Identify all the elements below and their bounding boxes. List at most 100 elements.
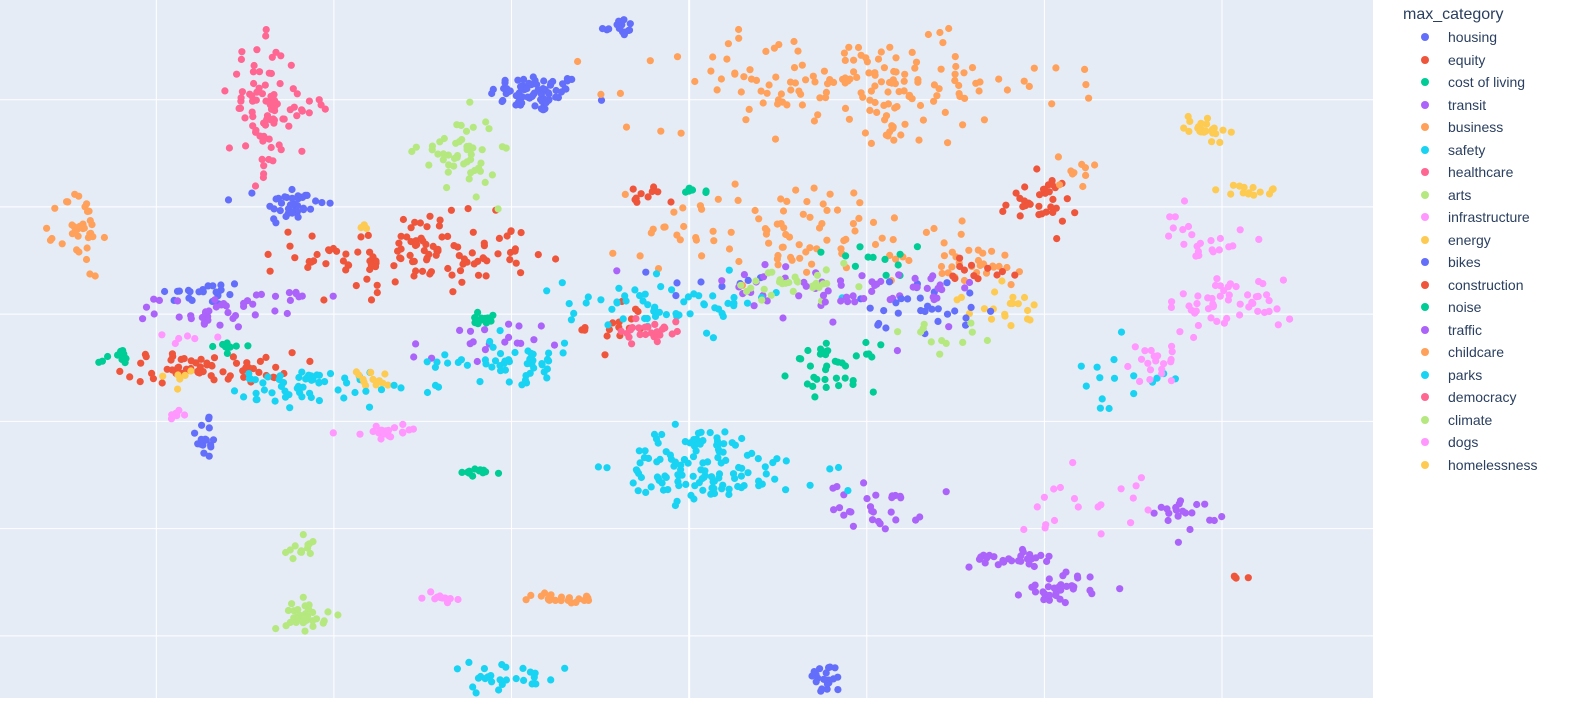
data-point [738, 434, 746, 443]
data-point [1110, 356, 1118, 364]
data-point [951, 274, 959, 283]
legend-item-childcare[interactable]: childcare [1403, 341, 1579, 364]
data-point [1180, 124, 1188, 132]
series-noise [817, 243, 922, 280]
legend-item-homelessness[interactable]: homelessness [1403, 454, 1579, 477]
data-point [901, 120, 909, 128]
data-point [734, 196, 742, 204]
series-cost-of-living [95, 184, 885, 480]
data-point [236, 104, 245, 112]
legend-item-arts[interactable]: arts [1403, 184, 1579, 207]
data-point [367, 296, 376, 304]
data-point [443, 184, 451, 192]
data-point [718, 277, 726, 285]
scatter-plot[interactable] [0, 0, 1373, 698]
legend-item-cost-of-living[interactable]: cost of living [1403, 71, 1579, 94]
data-point [494, 205, 502, 213]
data-point [608, 305, 616, 313]
data-point [1048, 180, 1056, 189]
data-point [1166, 213, 1174, 221]
data-point [466, 98, 474, 106]
data-point [1137, 355, 1146, 363]
data-point [995, 75, 1003, 83]
data-point [796, 254, 804, 262]
data-point [877, 78, 886, 86]
legend-item-equity[interactable]: equity [1403, 49, 1579, 72]
data-point [158, 331, 166, 339]
data-point [291, 542, 299, 550]
legend-label: bikes [1448, 254, 1481, 271]
data-point [204, 282, 212, 290]
data-point [1160, 360, 1168, 368]
data-point [384, 426, 393, 434]
data-point [911, 64, 919, 72]
data-point [701, 467, 709, 475]
data-point [1032, 554, 1040, 562]
data-point [1074, 503, 1082, 511]
data-point [373, 289, 381, 297]
data-point [628, 324, 637, 332]
data-point [850, 56, 858, 64]
legend-item-traffic[interactable]: traffic [1403, 319, 1579, 342]
plot-area[interactable] [0, 0, 1373, 698]
data-point [1061, 599, 1069, 607]
data-point [1169, 224, 1177, 232]
data-point [530, 673, 538, 681]
data-point [744, 469, 752, 477]
data-point [83, 244, 91, 252]
data-point [252, 389, 260, 397]
legend-item-transit[interactable]: transit [1403, 94, 1579, 117]
legend-item-parks[interactable]: parks [1403, 364, 1579, 387]
data-point [181, 411, 189, 419]
data-point [1132, 482, 1140, 490]
data-point [868, 507, 876, 515]
data-point [999, 207, 1007, 215]
data-point [620, 16, 628, 24]
data-point [1158, 370, 1166, 378]
legend-item-climate[interactable]: climate [1403, 409, 1579, 432]
data-point [1232, 283, 1240, 291]
data-point [632, 315, 640, 323]
data-point [983, 554, 991, 562]
data-point [541, 589, 549, 597]
legend-item-healthcare[interactable]: healthcare [1403, 161, 1579, 184]
data-point [845, 115, 854, 123]
data-point [719, 448, 727, 456]
data-point [952, 62, 960, 71]
data-point [564, 596, 572, 605]
legend-item-bikes[interactable]: bikes [1403, 251, 1579, 274]
data-point [293, 90, 301, 98]
legend-item-democracy[interactable]: democracy [1403, 386, 1579, 409]
legend-marker-icon [1421, 280, 1429, 289]
data-point [951, 307, 959, 315]
data-point [1069, 459, 1077, 467]
data-point [1229, 181, 1237, 189]
data-point [806, 213, 814, 221]
data-point [597, 96, 606, 104]
legend-item-safety[interactable]: safety [1403, 139, 1579, 162]
data-point [1186, 525, 1194, 534]
legend-item-business[interactable]: business [1403, 116, 1579, 139]
data-point [433, 358, 441, 366]
data-point [1263, 291, 1271, 299]
legend-item-construction[interactable]: construction [1403, 274, 1579, 297]
data-point [436, 216, 444, 224]
data-point [832, 374, 841, 382]
legend-item-dogs[interactable]: dogs [1403, 431, 1579, 454]
data-point [829, 318, 837, 326]
data-point [570, 309, 578, 317]
legend-item-energy[interactable]: energy [1403, 229, 1579, 252]
data-point [1176, 328, 1184, 336]
data-point [1063, 582, 1071, 591]
data-point [269, 93, 277, 101]
data-point [892, 299, 900, 307]
legend-item-infrastructure[interactable]: infrastructure [1403, 206, 1579, 229]
data-point [824, 80, 832, 88]
data-point [557, 593, 566, 601]
legend-item-housing[interactable]: housing [1403, 26, 1579, 49]
data-point [761, 463, 769, 471]
data-point [897, 494, 905, 502]
data-point [501, 366, 509, 374]
legend-item-noise[interactable]: noise [1403, 296, 1579, 319]
data-point [945, 24, 953, 33]
